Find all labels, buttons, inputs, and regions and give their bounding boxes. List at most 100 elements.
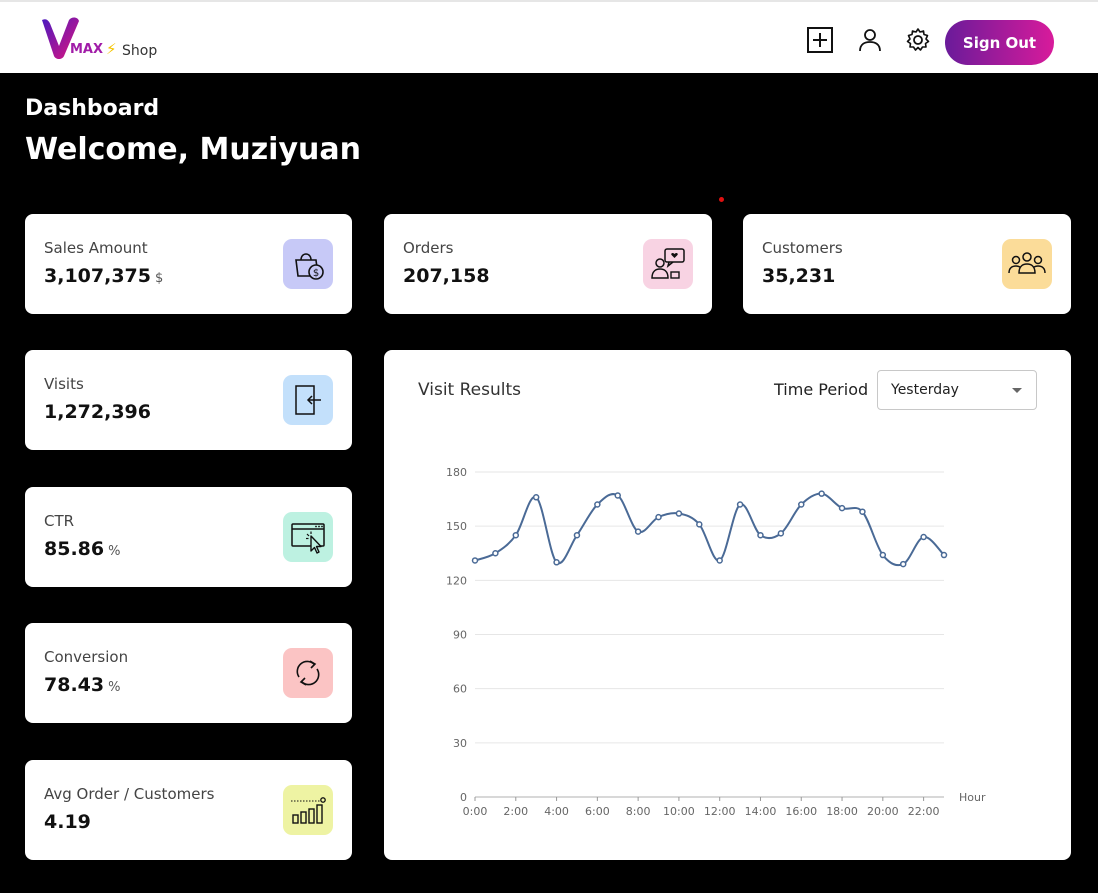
chevron-down-icon <box>1012 388 1022 393</box>
visits-value: 1,272,396 <box>44 401 151 423</box>
data-point <box>777 530 785 537</box>
customers-label: Customers <box>762 239 843 257</box>
gear-icon <box>906 28 930 51</box>
data-point <box>879 551 887 559</box>
data-point <box>696 521 703 528</box>
customers-card[interactable]: Customers 35,231 <box>743 214 1071 314</box>
series-line <box>474 492 945 567</box>
time-period-select[interactable]: Yesterday <box>877 370 1037 410</box>
chart-title: Visit Results <box>418 380 522 400</box>
lightning-icon: ⚡ <box>106 40 117 58</box>
ctr-icon-tile <box>283 512 333 562</box>
login-door-icon <box>295 385 321 415</box>
users-group-icon <box>1008 252 1046 274</box>
data-point <box>675 510 683 517</box>
data-point <box>512 531 520 539</box>
logo-v-mark <box>42 17 79 59</box>
data-point <box>899 560 907 568</box>
customers-value: 35,231 <box>762 265 836 287</box>
orders-value: 207,158 <box>403 265 490 287</box>
orders-label: Orders <box>403 239 454 257</box>
time-period-value: Yesterday <box>891 382 959 398</box>
conversion-label: Conversion <box>44 648 129 666</box>
notification-dot <box>719 197 724 202</box>
x-tick-label: 4:00 <box>544 805 569 818</box>
welcome-heading: Welcome, Muziyuan <box>25 132 361 167</box>
x-tick-label: 2:00 <box>503 805 528 818</box>
data-point <box>614 492 621 499</box>
ctr-label: CTR <box>44 512 75 530</box>
visits-icon-tile <box>283 375 333 425</box>
time-period-label: Time Period <box>774 380 869 399</box>
y-tick-label: 120 <box>446 574 467 587</box>
ctr-value: 85.86 <box>44 538 105 560</box>
x-tick-label: 16:00 <box>785 805 817 818</box>
refresh-icon <box>296 660 320 686</box>
avg-order-icon-tile <box>283 785 333 835</box>
x-axis-label: Hour <box>959 791 986 804</box>
x-tick-label: 20:00 <box>867 805 899 818</box>
data-point <box>859 508 866 515</box>
sales-amount-value-row: 3,107,375 $ <box>44 265 163 287</box>
data-point <box>920 533 927 541</box>
x-tick-label: 10:00 <box>663 805 695 818</box>
sign-out-button[interactable]: Sign Out <box>945 20 1054 65</box>
y-tick-label: 180 <box>446 466 467 479</box>
x-tick-label: 18:00 <box>826 805 858 818</box>
conversion-value: 78.43 <box>44 674 105 696</box>
settings-button[interactable] <box>904 26 932 54</box>
svg-text:$: $ <box>313 268 319 279</box>
page-section-label: Dashboard <box>25 96 160 121</box>
conversion-unit: % <box>108 680 121 695</box>
top-navigation-bar: MAX ⚡ Shop Sign Out <box>0 0 1098 73</box>
ctr-card[interactable]: CTR 85.86% <box>25 487 352 587</box>
logo-max-text: MAX <box>70 42 104 57</box>
profile-button[interactable] <box>856 26 884 54</box>
data-point <box>594 501 601 508</box>
orders-icon-tile <box>643 239 693 289</box>
plus-square-icon <box>807 27 833 53</box>
brand-logo[interactable]: MAX ⚡ Shop <box>40 16 180 60</box>
add-button[interactable] <box>806 26 834 54</box>
x-tick-label: 6:00 <box>585 805 610 818</box>
data-point <box>736 501 744 508</box>
y-tick-label: 30 <box>453 737 467 750</box>
avg-order-value: 4.19 <box>44 811 91 833</box>
ctr-unit: % <box>108 544 121 559</box>
browser-click-icon <box>291 523 325 554</box>
sales-amount-label: Sales Amount <box>44 239 148 257</box>
x-tick-label: 22:00 <box>908 805 940 818</box>
ctr-value-row: 85.86% <box>44 538 120 560</box>
avg-order-label: Avg Order / Customers <box>44 785 215 803</box>
x-tick-label: 12:00 <box>704 805 736 818</box>
y-tick-label: 90 <box>453 629 467 642</box>
data-point <box>940 551 948 559</box>
y-tick-label: 0 <box>460 791 467 804</box>
y-tick-label: 150 <box>446 520 467 533</box>
conversion-value-row: 78.43% <box>44 674 120 696</box>
sales-amount-value: 3,107,375 <box>44 265 151 287</box>
data-point <box>757 531 764 539</box>
visit-results-panel: Visit Results Time Period Yesterday 0 30 6… <box>384 350 1071 860</box>
user-icon <box>859 29 881 52</box>
data-point <box>634 528 642 535</box>
data-point <box>471 557 479 564</box>
sales-amount-card[interactable]: Sales Amount 3,107,375 $ $ <box>25 214 352 314</box>
avg-order-card[interactable]: Avg Order / Customers 4.19 <box>25 760 352 860</box>
data-point <box>655 513 662 521</box>
visits-card[interactable]: Visits 1,272,396 <box>25 350 352 450</box>
x-tick-label: 14:00 <box>745 805 777 818</box>
data-point <box>492 550 499 557</box>
sales-icon-tile: $ <box>283 239 333 289</box>
data-point <box>716 557 723 564</box>
orders-card[interactable]: Orders 207,158 <box>384 214 712 314</box>
data-point <box>553 559 560 566</box>
bar-growth-icon <box>291 797 326 824</box>
conversion-card[interactable]: Conversion 78.43% <box>25 623 352 723</box>
x-tick-label: 8:00 <box>626 805 651 818</box>
y-tick-label: 60 <box>453 683 467 696</box>
visits-label: Visits <box>44 375 84 393</box>
logo-shop-text: Shop <box>122 43 158 59</box>
data-point <box>532 494 540 501</box>
conversion-icon-tile <box>283 648 333 698</box>
